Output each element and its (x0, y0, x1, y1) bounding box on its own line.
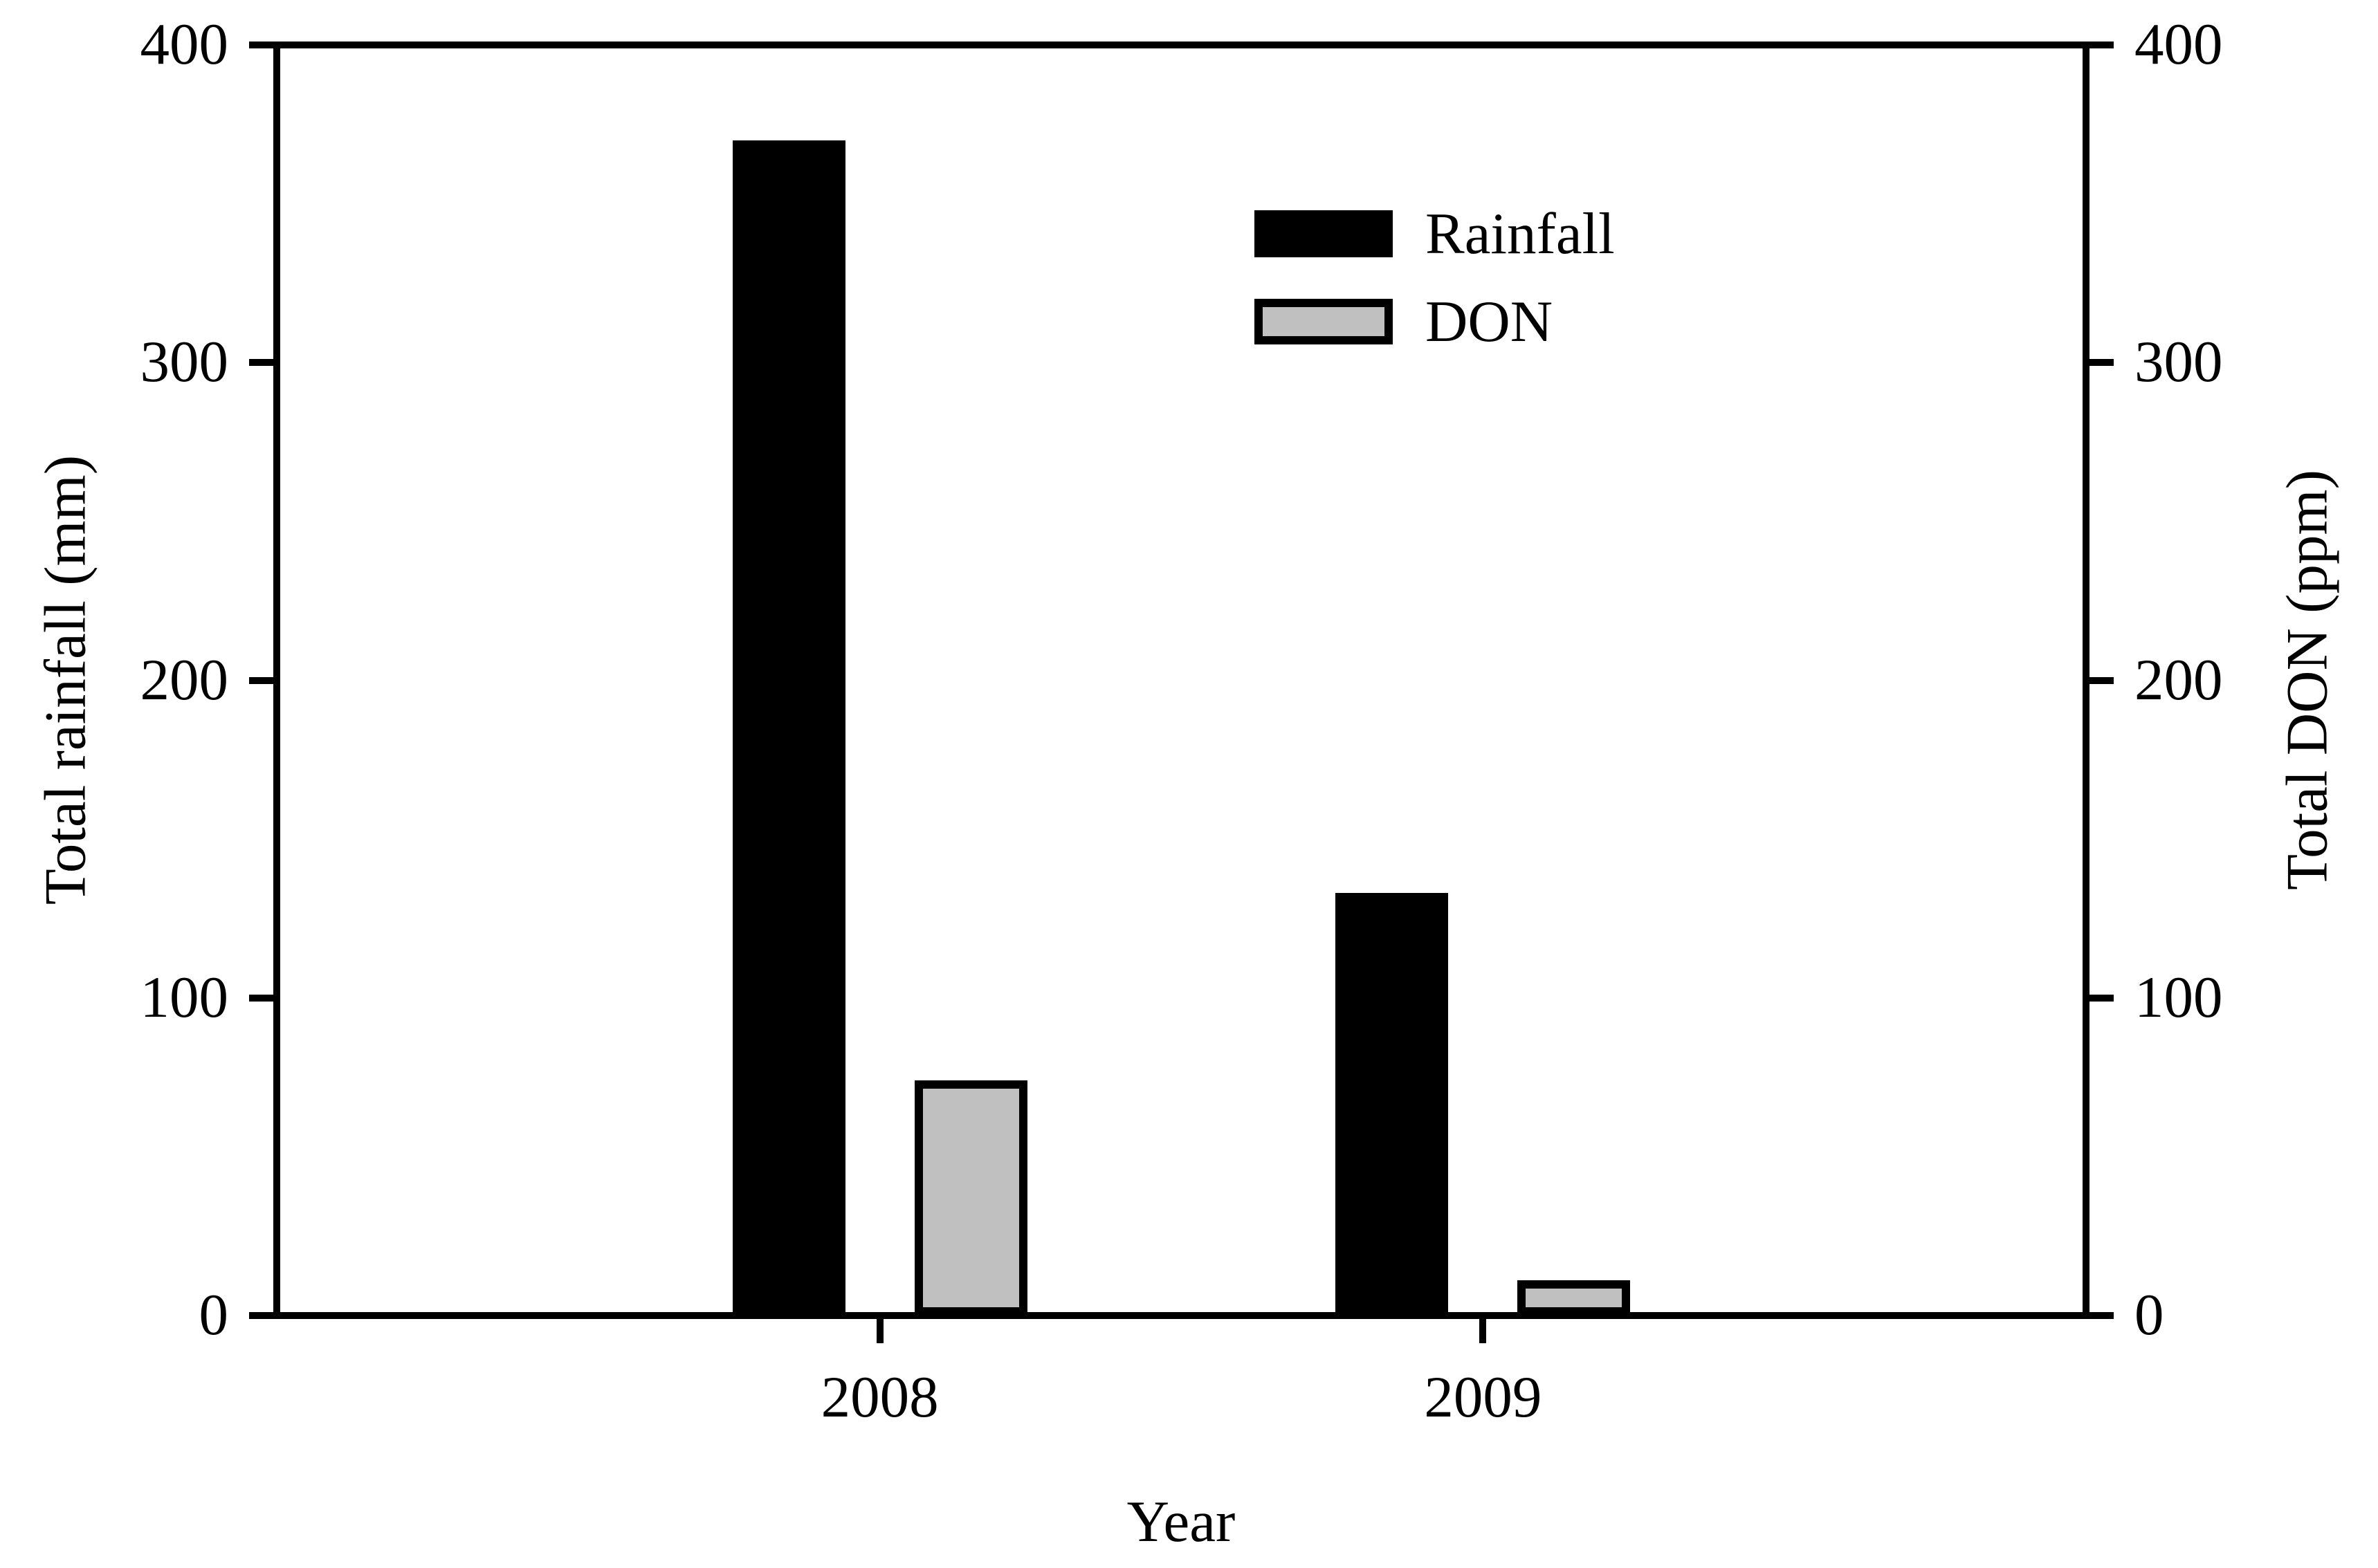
y-axis-tick-label-right: 300 (2134, 329, 2223, 395)
y-axis-tick-label-left: 300 (140, 329, 229, 395)
y-axis-tick-label-right: 400 (2134, 12, 2223, 77)
y-axis-tick-left (249, 1312, 273, 1319)
y-axis-tick-label-left: 0 (199, 1282, 229, 1347)
y-axis-tick-label-left: 100 (140, 964, 229, 1030)
y-axis-tick-right (2089, 41, 2114, 48)
y-axis-tick-right (2089, 359, 2114, 367)
x-axis-tick (1479, 1319, 1487, 1343)
y-axis-tick-label-right: 200 (2134, 647, 2223, 712)
y-axis-tick-right (2089, 994, 2114, 1002)
x-axis-title: Year (1126, 1489, 1236, 1554)
y-axis-tick-right (2089, 1312, 2114, 1319)
x-axis-tick-label: 2009 (1424, 1365, 1542, 1430)
y-axis-tick-left (249, 994, 273, 1002)
x-axis-tick (876, 1319, 884, 1343)
y-axis-tick-left (249, 41, 273, 48)
legend-label-rainfall: Rainfall (1425, 201, 1615, 266)
y-axis-tick-left (249, 359, 273, 367)
y-axis-tick-label-left: 200 (140, 647, 229, 712)
y-axis-tick-label-left: 400 (140, 12, 229, 77)
bar-don-2008 (914, 1080, 1027, 1316)
legend-swatch-rainfall (1254, 210, 1393, 257)
bar-rainfall-2009 (1335, 893, 1449, 1316)
y-axis-tick-label-right: 0 (2134, 1282, 2164, 1347)
y-axis-title-left: Total rainfall (mm) (33, 454, 98, 905)
plot-frame (273, 41, 2089, 1319)
y-axis-tick-right (2089, 676, 2114, 684)
y-axis-tick-label-right: 100 (2134, 964, 2223, 1030)
bar-don-2009 (1517, 1280, 1631, 1316)
legend-label-don: DON (1425, 289, 1553, 354)
y-axis-title-right: Total DON (ppm) (2274, 470, 2340, 890)
legend-swatch-don (1254, 299, 1393, 344)
x-axis-tick-label: 2008 (821, 1365, 939, 1430)
y-axis-tick-left (249, 676, 273, 684)
